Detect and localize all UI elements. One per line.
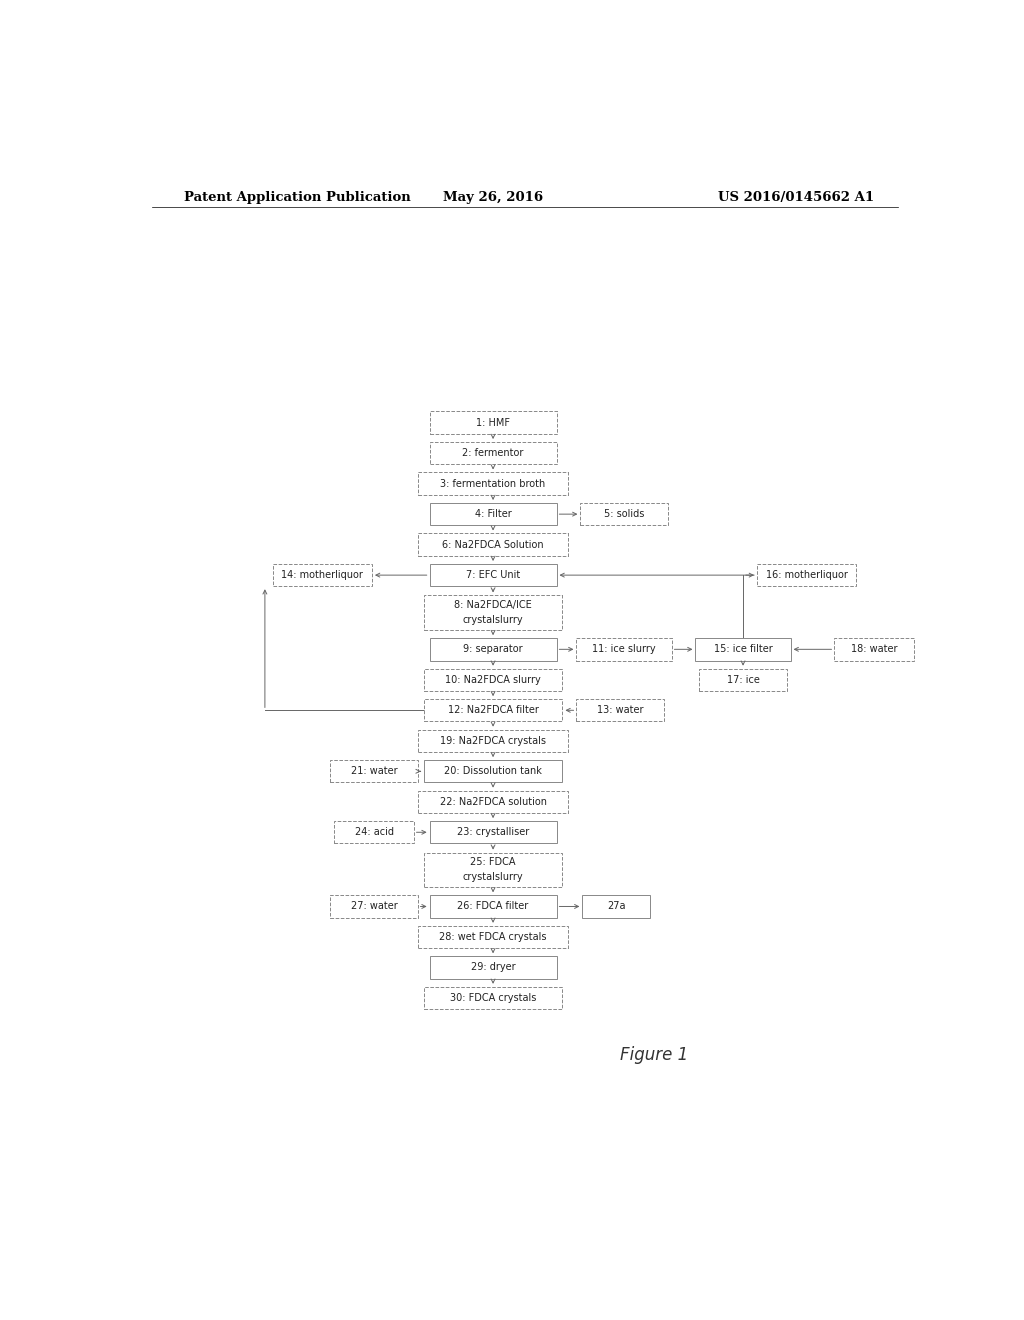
FancyBboxPatch shape [430, 821, 557, 843]
FancyBboxPatch shape [424, 669, 562, 690]
Text: 17: ice: 17: ice [727, 675, 760, 685]
Text: 12: Na2FDCA filter: 12: Na2FDCA filter [447, 705, 539, 715]
Text: May 26, 2016: May 26, 2016 [443, 190, 543, 203]
Text: 2: fermentor: 2: fermentor [463, 449, 523, 458]
FancyBboxPatch shape [835, 638, 913, 660]
FancyBboxPatch shape [695, 638, 791, 660]
Text: 7: EFC Unit: 7: EFC Unit [466, 570, 520, 579]
FancyBboxPatch shape [430, 638, 557, 660]
Text: 10: Na2FDCA slurry: 10: Na2FDCA slurry [445, 675, 541, 685]
FancyBboxPatch shape [272, 564, 372, 586]
Text: 28: wet FDCA crystals: 28: wet FDCA crystals [439, 932, 547, 942]
FancyBboxPatch shape [424, 853, 562, 887]
Text: 26: FDCA filter: 26: FDCA filter [458, 902, 528, 912]
FancyBboxPatch shape [424, 987, 562, 1008]
FancyBboxPatch shape [699, 669, 786, 690]
Text: 13: water: 13: water [597, 705, 643, 715]
Text: 19: Na2FDCA crystals: 19: Na2FDCA crystals [440, 735, 546, 746]
Text: 22: Na2FDCA solution: 22: Na2FDCA solution [439, 797, 547, 807]
Text: 9: separator: 9: separator [463, 644, 523, 655]
Text: 8: Na2FDCA/ICE: 8: Na2FDCA/ICE [455, 601, 531, 610]
FancyBboxPatch shape [757, 564, 856, 586]
Text: 18: water: 18: water [851, 644, 897, 655]
Text: US 2016/0145662 A1: US 2016/0145662 A1 [718, 190, 873, 203]
Text: crystalslurry: crystalslurry [463, 615, 523, 626]
Text: 20: Dissolution tank: 20: Dissolution tank [444, 767, 542, 776]
FancyBboxPatch shape [577, 638, 672, 660]
FancyBboxPatch shape [581, 503, 668, 525]
Text: 4: Filter: 4: Filter [475, 510, 511, 519]
Text: 23: crystalliser: 23: crystalliser [457, 828, 529, 837]
Text: 16: motherliquor: 16: motherliquor [766, 570, 848, 579]
FancyBboxPatch shape [430, 442, 557, 465]
FancyBboxPatch shape [334, 821, 414, 843]
FancyBboxPatch shape [430, 412, 557, 434]
FancyBboxPatch shape [577, 700, 664, 722]
FancyBboxPatch shape [430, 564, 557, 586]
FancyBboxPatch shape [583, 895, 650, 917]
Text: Patent Application Publication: Patent Application Publication [183, 190, 411, 203]
FancyBboxPatch shape [418, 925, 568, 948]
FancyBboxPatch shape [331, 895, 418, 917]
FancyBboxPatch shape [424, 700, 562, 722]
Text: 6: Na2FDCA Solution: 6: Na2FDCA Solution [442, 540, 544, 549]
Text: 27a: 27a [607, 902, 626, 912]
Text: 30: FDCA crystals: 30: FDCA crystals [450, 993, 537, 1003]
Text: 27: water: 27: water [350, 902, 397, 912]
Text: 1: HMF: 1: HMF [476, 417, 510, 428]
FancyBboxPatch shape [430, 895, 557, 917]
Text: crystalslurry: crystalslurry [463, 873, 523, 883]
FancyBboxPatch shape [418, 533, 568, 556]
Text: 29: dryer: 29: dryer [471, 962, 515, 973]
FancyBboxPatch shape [430, 503, 557, 525]
Text: Figure 1: Figure 1 [620, 1045, 688, 1064]
FancyBboxPatch shape [430, 956, 557, 978]
Text: 5: solids: 5: solids [604, 510, 644, 519]
FancyBboxPatch shape [418, 791, 568, 813]
Text: 25: FDCA: 25: FDCA [470, 857, 516, 867]
FancyBboxPatch shape [418, 730, 568, 752]
FancyBboxPatch shape [331, 760, 418, 783]
Text: 11: ice slurry: 11: ice slurry [592, 644, 655, 655]
FancyBboxPatch shape [424, 595, 562, 630]
FancyBboxPatch shape [424, 760, 562, 783]
Text: 15: ice filter: 15: ice filter [714, 644, 772, 655]
FancyBboxPatch shape [418, 473, 568, 495]
Text: 3: fermentation broth: 3: fermentation broth [440, 479, 546, 488]
Text: 24: acid: 24: acid [354, 828, 393, 837]
Text: 14: motherliquor: 14: motherliquor [282, 570, 364, 579]
Text: 21: water: 21: water [350, 767, 397, 776]
